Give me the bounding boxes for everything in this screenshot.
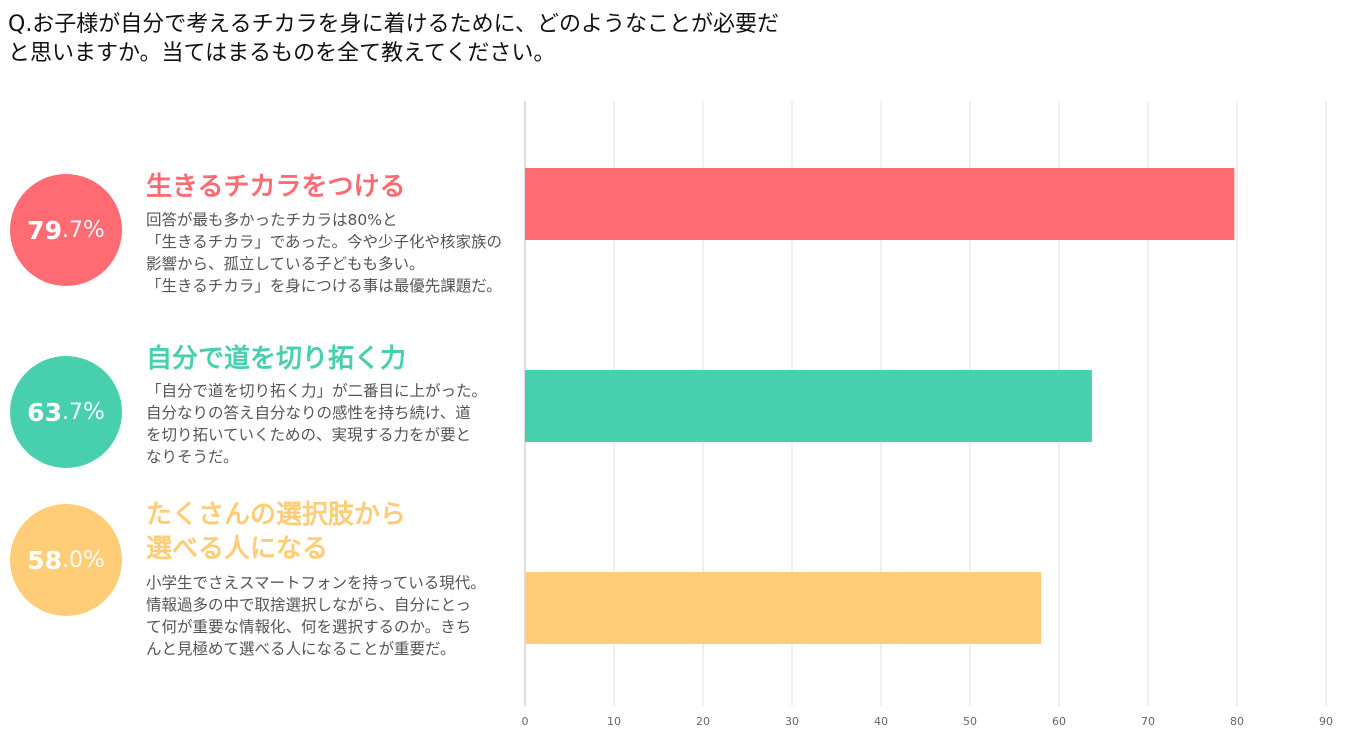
x-tick-label: 80: [1230, 715, 1244, 728]
x-tick-label: 40: [874, 715, 888, 728]
percentage-integer: 63: [27, 397, 62, 427]
percentage-decimal: .7: [61, 217, 83, 243]
description-line: んと見極めて選べる人になることが重要だ。: [146, 640, 456, 658]
question-title: Q.お子様が自分で考えるチカラを身に着けるために、どのようなことが必要だ と思い…: [8, 10, 908, 68]
bar-1: [525, 168, 1235, 240]
description-line: を切り拓いていくための、実現する力をが要と: [146, 426, 472, 444]
x-tick-label: 60: [1052, 715, 1066, 728]
description-line: 回答が最も多かったチカラは80%と: [146, 211, 398, 229]
bar-2: [525, 370, 1092, 442]
description-line: 影響から、孤立している子どもも多い。: [146, 255, 425, 273]
description-line: 「自分で道を切り拓く力」が二番目に上がった。: [146, 382, 488, 400]
item-description: 「自分で道を切り拓く力」が二番目に上がった。 自分なりの答え自分なりの感性を持ち…: [146, 380, 526, 468]
percentage-circle: 79.7%: [10, 174, 122, 286]
x-tick-label: 10: [607, 715, 621, 728]
percentage-integer: 79: [27, 215, 62, 245]
heading-line: 自分で道を切り拓く力: [146, 344, 407, 374]
question-line: Q.お子様が自分で考えるチカラを身に着けるために、どのようなことが必要だ: [8, 12, 779, 37]
question-line: と思いますか。当てはまるものを全て教えてください。: [8, 41, 556, 66]
item-heading: たくさんの選択肢から 選べる人になる: [146, 498, 406, 566]
heading-line: 生きるチカラをつける: [146, 172, 406, 202]
description-line: て何が重要な情報化、何を選択するのか。きち: [146, 618, 472, 636]
percentage-circle: 63.7%: [10, 356, 122, 468]
heading-line: たくさんの選択肢から: [146, 500, 407, 530]
x-tick-label: 0: [522, 715, 529, 728]
bar-3: [525, 572, 1042, 644]
description-line: 「生きるチカラ」を身につける事は最優先課題だ。: [146, 277, 502, 295]
description-line: 情報過多の中で取捨選択しながら、自分にとっ: [146, 596, 472, 614]
percentage-decimal: .7: [61, 399, 83, 425]
description-line: 「生きるチカラ」であった。今や少子化や核家族の: [146, 233, 503, 251]
percentage-circle: 58.0%: [10, 504, 122, 616]
item-heading: 生きるチカラをつける: [146, 170, 405, 204]
item-description: 回答が最も多かったチカラは80%と 「生きるチカラ」であった。今や少子化や核家族…: [146, 209, 526, 297]
x-tick-label: 50: [963, 715, 977, 728]
x-tick-label: 20: [696, 715, 710, 728]
x-tick-label: 70: [1141, 715, 1155, 728]
item-description: 小学生でさえスマートフォンを持っている現代。 情報過多の中で取捨選択しながら、自…: [146, 572, 526, 660]
description-line: なりそうだ。: [146, 448, 239, 466]
description-line: 小学生でさえスマートフォンを持っている現代。: [146, 574, 486, 592]
percentage-sign: %: [82, 217, 105, 243]
item-heading: 自分で道を切り拓く力: [146, 342, 406, 376]
x-tick-label: 90: [1319, 715, 1333, 728]
description-line: 自分なりの答え自分なりの感性を持ち続け、道: [146, 404, 471, 422]
percentage-decimal: .0: [61, 547, 83, 573]
percentage-sign: %: [82, 399, 105, 425]
percentage-integer: 58: [27, 545, 62, 575]
percentage-sign: %: [82, 547, 105, 573]
heading-line: 選べる人になる: [146, 534, 329, 564]
x-tick-label: 30: [785, 715, 799, 728]
